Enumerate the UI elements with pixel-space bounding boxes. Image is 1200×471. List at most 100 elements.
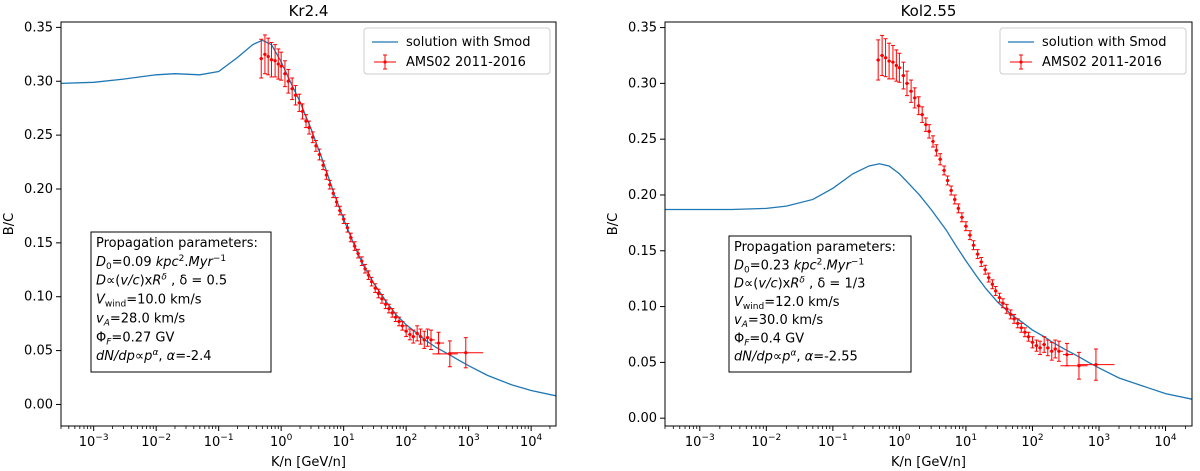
data-point bbox=[1030, 336, 1035, 349]
y-tick-label: 0.35 bbox=[24, 20, 53, 35]
y-tick-label: 0.05 bbox=[628, 355, 657, 370]
data-point bbox=[923, 117, 928, 132]
x-tick-label: 10−2 bbox=[751, 433, 781, 450]
param-delta: D∝(v/c)xRδ​ , δ = 0.5 bbox=[96, 273, 227, 289]
data-point bbox=[1053, 339, 1058, 359]
y-tick-label: 0.15 bbox=[24, 236, 53, 251]
data-point bbox=[916, 96, 921, 116]
data-point bbox=[429, 329, 435, 351]
plot-area bbox=[665, 34, 1192, 400]
parameters-box-frame bbox=[90, 231, 272, 373]
legend-label-data: AMS02 2011-2016 bbox=[406, 55, 526, 70]
x-tick-label: 101 bbox=[333, 433, 355, 450]
data-point bbox=[404, 325, 409, 338]
x-axis-label: K/n [GeV/n] bbox=[891, 455, 966, 470]
data-point bbox=[880, 34, 885, 77]
y-tick-label: 0.20 bbox=[628, 188, 657, 203]
x-tick-label: 103 bbox=[457, 433, 479, 450]
data-point bbox=[990, 279, 995, 290]
param-alpha: dN/dp∝pα​, α=-2.4 bbox=[96, 348, 211, 364]
data-point bbox=[1019, 322, 1024, 333]
data-point bbox=[411, 329, 416, 344]
x-tick-label: 100 bbox=[270, 433, 293, 450]
data-point bbox=[975, 249, 980, 260]
propagation-parameters-box: Propagation parameters: D0​=0.23 kpc2​.My… bbox=[728, 235, 912, 373]
data-point bbox=[1060, 351, 1088, 380]
data-point bbox=[266, 37, 271, 76]
data-point bbox=[993, 285, 998, 296]
legend-label-data: AMS02 2011-2016 bbox=[1042, 55, 1162, 70]
data-point bbox=[352, 241, 357, 251]
data-point bbox=[956, 203, 961, 214]
y-tick-label: 0.15 bbox=[628, 244, 657, 259]
data-point bbox=[317, 148, 322, 161]
data-point bbox=[304, 114, 309, 129]
param-heading: Propagation parameters: bbox=[734, 240, 896, 255]
param-d0: D0​=0.23 kpc2​.Myr−1​ bbox=[734, 257, 864, 275]
data-point bbox=[262, 34, 267, 75]
model-line-smod bbox=[665, 163, 1192, 400]
param-phif: ΦF​=0.4 GV bbox=[734, 331, 804, 348]
data-point bbox=[983, 264, 988, 275]
y-tick-label: 0.10 bbox=[628, 300, 657, 315]
chart-title: Kol2.55 bbox=[901, 2, 957, 20]
data-point bbox=[276, 48, 281, 80]
x-tick-label: 102 bbox=[395, 433, 417, 450]
y-tick-label: 0.00 bbox=[24, 397, 53, 412]
x-tick-label: 100 bbox=[888, 433, 911, 450]
x-axis-label: K/n [GeV/n] bbox=[271, 455, 346, 470]
data-point bbox=[1045, 339, 1050, 357]
param-va: vA​=30.0 km/s bbox=[734, 313, 823, 330]
data-point bbox=[959, 212, 964, 223]
legend-label-model: solution with Smod bbox=[406, 35, 530, 50]
y-tick-label: 0.30 bbox=[24, 74, 53, 89]
data-point bbox=[425, 328, 430, 347]
y-tick-label: 0.05 bbox=[24, 344, 53, 359]
x-tick-label: 10−3 bbox=[79, 433, 109, 450]
data-point bbox=[369, 276, 374, 287]
y-tick-label: 0.20 bbox=[24, 182, 53, 197]
propagation-parameters-box: Propagation parameters: D0​=0.09 kpc2​.My… bbox=[90, 231, 272, 373]
legend: solution with Smod AMS02 2011-2016 bbox=[363, 27, 551, 75]
x-tick-label: 10−3 bbox=[685, 433, 715, 450]
data-point bbox=[912, 87, 917, 109]
data-point bbox=[1000, 298, 1005, 309]
data-point bbox=[1012, 313, 1017, 324]
data-point bbox=[887, 42, 892, 80]
param-d0: D0​=0.09 kpc2​.Myr−1​ bbox=[96, 254, 226, 272]
data-point bbox=[407, 328, 412, 341]
param-vwind: Vwind​=12.0 km/s bbox=[734, 295, 840, 312]
data-point bbox=[324, 170, 329, 180]
param-phif: ΦF​=0.27 GV bbox=[96, 330, 174, 347]
chart-kr2-4: Kr2.4 10−3 10−2 10−1 100 101 102 103 104 0.00 0.05… bbox=[2, 2, 557, 470]
data-point bbox=[273, 44, 278, 78]
data-point bbox=[934, 144, 939, 157]
data-point bbox=[321, 160, 326, 171]
data-point bbox=[945, 175, 950, 186]
data-point bbox=[297, 93, 302, 112]
data-point bbox=[376, 288, 381, 299]
data-point bbox=[397, 316, 402, 327]
data-point bbox=[310, 131, 315, 144]
data-point bbox=[904, 70, 910, 97]
x-tick-label: 104 bbox=[1154, 433, 1177, 450]
data-point bbox=[1049, 341, 1054, 361]
data-point bbox=[897, 52, 902, 83]
data-point bbox=[883, 38, 888, 78]
data-point bbox=[986, 272, 991, 283]
chart-title: Kr2.4 bbox=[289, 2, 329, 20]
data-point bbox=[390, 308, 395, 318]
data-point bbox=[901, 61, 906, 90]
param-delta: D∝(v/c)xRδ​ , δ = 1/3 bbox=[734, 276, 865, 292]
data-point bbox=[269, 41, 274, 78]
data-point bbox=[415, 325, 420, 342]
data-point bbox=[345, 222, 350, 233]
parameters-box-frame bbox=[728, 235, 912, 373]
data-point bbox=[290, 77, 295, 101]
data-point bbox=[307, 120, 312, 135]
data-point bbox=[363, 263, 368, 274]
data-point bbox=[952, 194, 957, 205]
param-va: vA​=28.0 km/s bbox=[96, 311, 185, 328]
x-tick-label: 104 bbox=[520, 433, 543, 450]
data-point bbox=[379, 294, 384, 304]
